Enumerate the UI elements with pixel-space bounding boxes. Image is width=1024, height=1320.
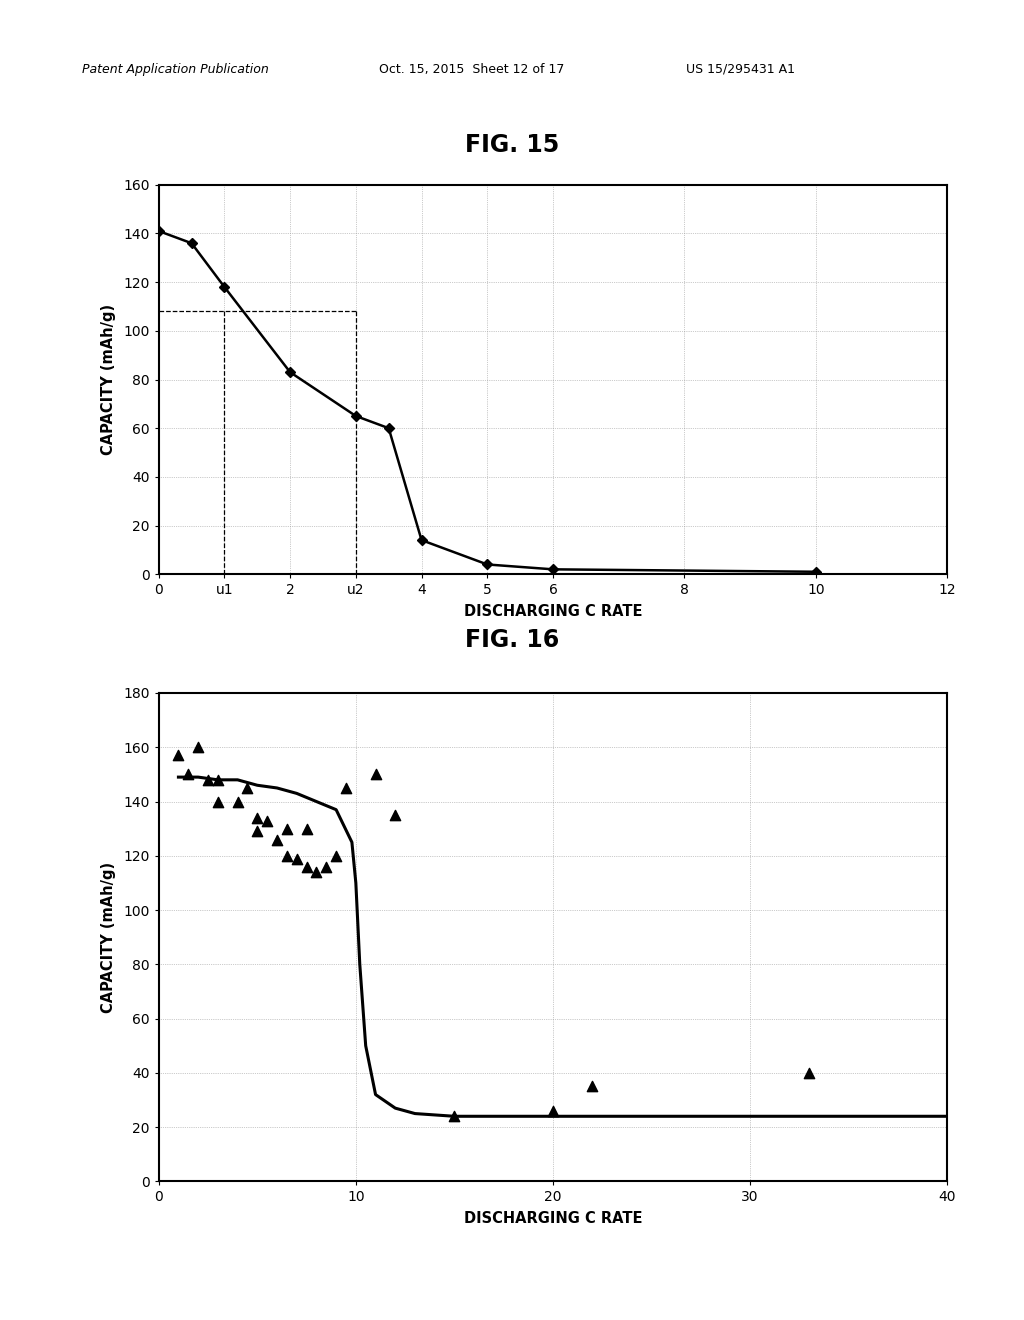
Text: FIG. 15: FIG. 15 (465, 133, 559, 157)
Point (210, 770, 226, 791)
Point (249, 808, 265, 829)
X-axis label: DISCHARGING C RATE: DISCHARGING C RATE (464, 605, 642, 619)
Text: Patent Application Publication: Patent Application Publication (82, 62, 268, 75)
Point (585, 1076, 601, 1097)
Point (545, 1101, 561, 1122)
Point (229, 791, 246, 812)
Point (446, 1106, 463, 1127)
Point (368, 764, 384, 785)
Y-axis label: CAPACITY (mAh/g): CAPACITY (mAh/g) (101, 862, 117, 1012)
Point (298, 857, 314, 878)
Y-axis label: CAPACITY (mAh/g): CAPACITY (mAh/g) (101, 304, 117, 455)
Point (249, 821, 265, 842)
Point (298, 818, 314, 840)
Text: Oct. 15, 2015  Sheet 12 of 17: Oct. 15, 2015 Sheet 12 of 17 (379, 62, 564, 75)
Point (328, 845, 344, 866)
Text: FIG. 16: FIG. 16 (465, 628, 559, 652)
Point (308, 862, 325, 883)
X-axis label: DISCHARGING C RATE: DISCHARGING C RATE (464, 1212, 642, 1226)
Point (268, 829, 285, 850)
Point (170, 744, 186, 766)
Point (801, 1063, 817, 1084)
Point (190, 737, 207, 758)
Point (200, 770, 216, 791)
Point (279, 845, 295, 866)
Point (240, 777, 256, 799)
Point (259, 810, 275, 832)
Point (318, 857, 335, 878)
Point (279, 818, 295, 840)
Point (387, 804, 403, 826)
Point (210, 791, 226, 812)
Point (289, 847, 305, 869)
Text: US 15/295431 A1: US 15/295431 A1 (686, 62, 795, 75)
Point (180, 764, 197, 785)
Point (338, 777, 354, 799)
